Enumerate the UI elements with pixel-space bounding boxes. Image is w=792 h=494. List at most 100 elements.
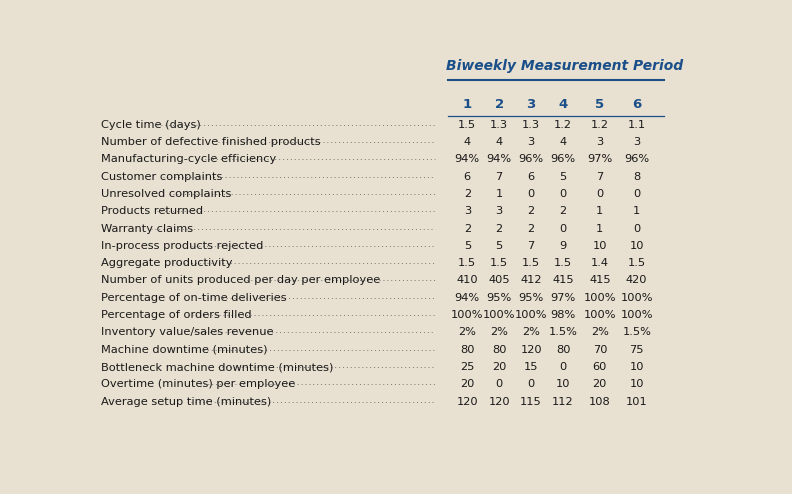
Text: 10: 10 <box>556 379 570 389</box>
Text: 9: 9 <box>559 241 566 251</box>
Text: 80: 80 <box>556 345 570 355</box>
Text: 96%: 96% <box>550 154 576 165</box>
Text: 420: 420 <box>626 276 647 286</box>
Text: Bottleneck machine downtime (minutes): Bottleneck machine downtime (minutes) <box>101 362 334 372</box>
Text: 2: 2 <box>496 224 503 234</box>
Text: 3: 3 <box>463 206 471 216</box>
Text: 3: 3 <box>527 98 535 112</box>
Text: 70: 70 <box>592 345 607 355</box>
Text: 80: 80 <box>460 345 474 355</box>
Text: 0: 0 <box>527 379 535 389</box>
Text: 1.5: 1.5 <box>627 258 645 268</box>
Text: 4: 4 <box>558 98 568 112</box>
Text: 6: 6 <box>632 98 642 112</box>
Text: 1.3: 1.3 <box>522 120 540 130</box>
Text: 0: 0 <box>559 224 566 234</box>
Text: 10: 10 <box>630 362 644 372</box>
Text: 1.5%: 1.5% <box>623 328 651 337</box>
Text: Inventory value/sales revenue: Inventory value/sales revenue <box>101 328 274 337</box>
Text: 2: 2 <box>559 206 566 216</box>
Text: 94%: 94% <box>455 293 480 303</box>
Text: 1.2: 1.2 <box>554 120 572 130</box>
Text: Percentage of orders filled: Percentage of orders filled <box>101 310 252 320</box>
Text: 20: 20 <box>460 379 474 389</box>
Text: Manufacturing-cycle efficiency: Manufacturing-cycle efficiency <box>101 154 276 165</box>
Text: 2: 2 <box>527 206 535 216</box>
Text: 10: 10 <box>630 379 644 389</box>
Text: 1.1: 1.1 <box>627 120 645 130</box>
Text: 1.5: 1.5 <box>459 258 476 268</box>
Text: 0: 0 <box>527 189 535 199</box>
Text: 1.5: 1.5 <box>554 258 572 268</box>
Text: 100%: 100% <box>483 310 516 320</box>
Text: Percentage of on-time deliveries: Percentage of on-time deliveries <box>101 293 287 303</box>
Text: 4: 4 <box>496 137 503 147</box>
Text: 115: 115 <box>520 397 542 407</box>
Text: 5: 5 <box>559 171 566 182</box>
Text: Warranty claims: Warranty claims <box>101 224 193 234</box>
Text: 120: 120 <box>456 397 478 407</box>
Text: 7: 7 <box>496 171 503 182</box>
Text: 98%: 98% <box>550 310 576 320</box>
Text: 412: 412 <box>520 276 542 286</box>
Text: Machine downtime (minutes): Machine downtime (minutes) <box>101 345 268 355</box>
Text: Products returned: Products returned <box>101 206 204 216</box>
Text: 415: 415 <box>589 276 611 286</box>
Text: 4: 4 <box>464 137 470 147</box>
Text: 100%: 100% <box>451 310 484 320</box>
Text: 25: 25 <box>460 362 474 372</box>
Text: 20: 20 <box>592 379 607 389</box>
Text: 0: 0 <box>559 189 566 199</box>
Text: 1.5: 1.5 <box>459 120 476 130</box>
Text: Unresolved complaints: Unresolved complaints <box>101 189 232 199</box>
Text: 96%: 96% <box>519 154 543 165</box>
Text: 3: 3 <box>496 206 503 216</box>
Text: 100%: 100% <box>584 293 616 303</box>
Text: 120: 120 <box>489 397 510 407</box>
Text: 94%: 94% <box>455 154 480 165</box>
Text: 10: 10 <box>592 241 607 251</box>
Text: 1.5: 1.5 <box>490 258 508 268</box>
Text: 0: 0 <box>633 189 640 199</box>
Text: 415: 415 <box>552 276 574 286</box>
Text: 80: 80 <box>492 345 506 355</box>
Text: 8: 8 <box>633 171 640 182</box>
Text: 2%: 2% <box>591 328 609 337</box>
Text: 101: 101 <box>626 397 648 407</box>
Text: 0: 0 <box>496 379 503 389</box>
Text: 5: 5 <box>596 98 604 112</box>
Text: 120: 120 <box>520 345 542 355</box>
Text: 15: 15 <box>524 362 539 372</box>
Text: 3: 3 <box>527 137 535 147</box>
Text: 2: 2 <box>464 189 470 199</box>
Text: 1: 1 <box>596 224 604 234</box>
Text: 7: 7 <box>596 171 604 182</box>
Text: 6: 6 <box>527 171 535 182</box>
Text: 2: 2 <box>464 224 470 234</box>
Text: 5: 5 <box>496 241 503 251</box>
Text: 95%: 95% <box>519 293 544 303</box>
Text: 1: 1 <box>496 189 503 199</box>
Text: 100%: 100% <box>620 310 653 320</box>
Text: 97%: 97% <box>587 154 612 165</box>
Text: 0: 0 <box>596 189 604 199</box>
Text: 94%: 94% <box>486 154 512 165</box>
Text: 95%: 95% <box>486 293 512 303</box>
Text: 1: 1 <box>633 206 640 216</box>
Text: 7: 7 <box>527 241 535 251</box>
Text: 60: 60 <box>592 362 607 372</box>
Text: 1.4: 1.4 <box>591 258 609 268</box>
Text: Cycle time (days): Cycle time (days) <box>101 120 201 130</box>
Text: 75: 75 <box>630 345 644 355</box>
Text: Number of units produced per day per employee: Number of units produced per day per emp… <box>101 276 381 286</box>
Text: 1.5%: 1.5% <box>549 328 577 337</box>
Text: 410: 410 <box>456 276 478 286</box>
Text: 3: 3 <box>596 137 604 147</box>
Text: 20: 20 <box>492 362 506 372</box>
Text: 100%: 100% <box>620 293 653 303</box>
Text: 112: 112 <box>552 397 574 407</box>
Text: Customer complaints: Customer complaints <box>101 171 223 182</box>
Text: 10: 10 <box>630 241 644 251</box>
Text: 108: 108 <box>589 397 611 407</box>
Text: 97%: 97% <box>550 293 576 303</box>
